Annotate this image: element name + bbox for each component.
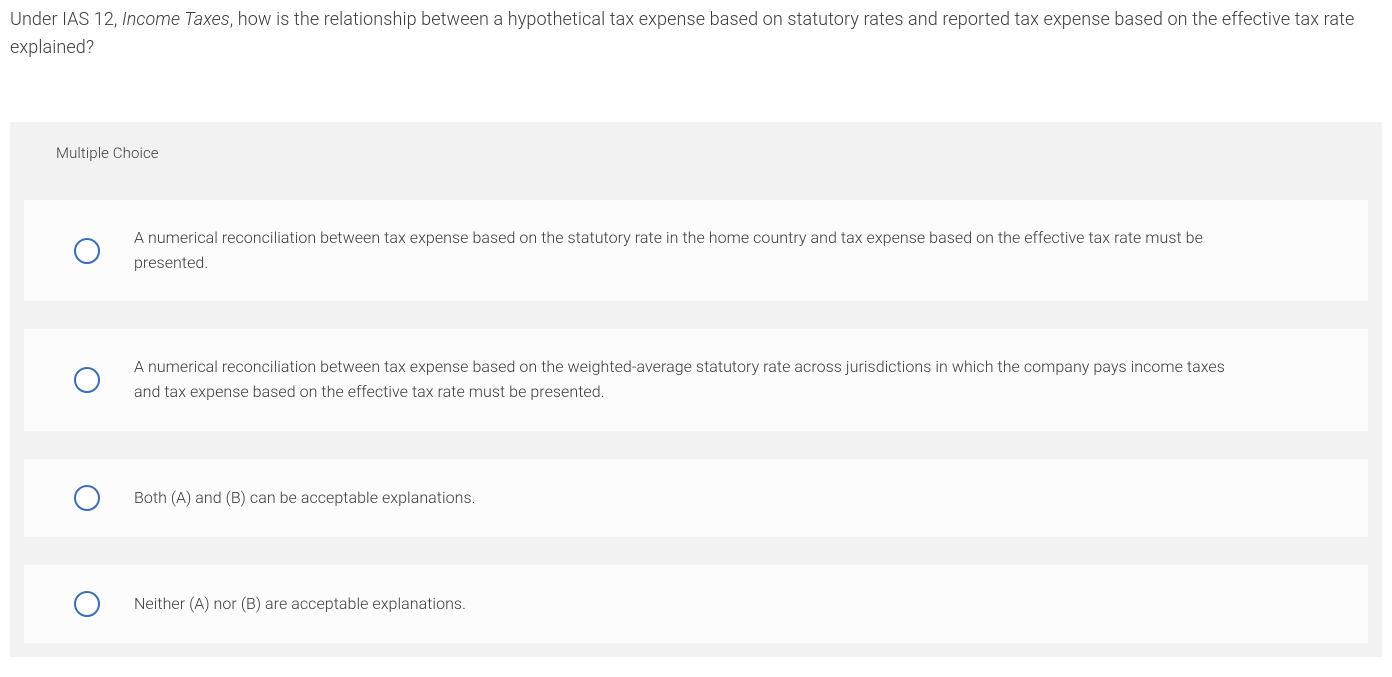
question-italic: Income Taxes [122,9,230,30]
choice-text: Both (A) and (B) can be acceptable expla… [134,486,476,511]
question-text: Under IAS 12, Income Taxes, how is the r… [0,0,1392,62]
mc-header-label: Multiple Choice [10,122,1382,186]
choice-text: A numerical reconciliation between tax e… [134,226,1234,276]
choice-option[interactable]: Neither (A) nor (B) are acceptable expla… [24,565,1368,643]
choice-option[interactable]: A numerical reconciliation between tax e… [24,200,1368,302]
radio-icon[interactable] [74,238,100,264]
radio-icon[interactable] [74,367,100,393]
choice-wrap: A numerical reconciliation between tax e… [10,186,1382,316]
choice-wrap: Neither (A) nor (B) are acceptable expla… [10,551,1382,657]
question-prefix: Under IAS 12, [10,9,122,30]
choice-wrap: A numerical reconciliation between tax e… [10,315,1382,445]
choice-text: A numerical reconciliation between tax e… [134,355,1234,405]
choice-wrap: Both (A) and (B) can be acceptable expla… [10,445,1382,551]
choice-option[interactable]: Both (A) and (B) can be acceptable expla… [24,459,1368,537]
radio-icon[interactable] [74,485,100,511]
radio-icon[interactable] [74,591,100,617]
multiple-choice-panel: Multiple Choice A numerical reconciliati… [10,122,1382,657]
choice-option[interactable]: A numerical reconciliation between tax e… [24,329,1368,431]
choice-text: Neither (A) nor (B) are acceptable expla… [134,592,466,617]
